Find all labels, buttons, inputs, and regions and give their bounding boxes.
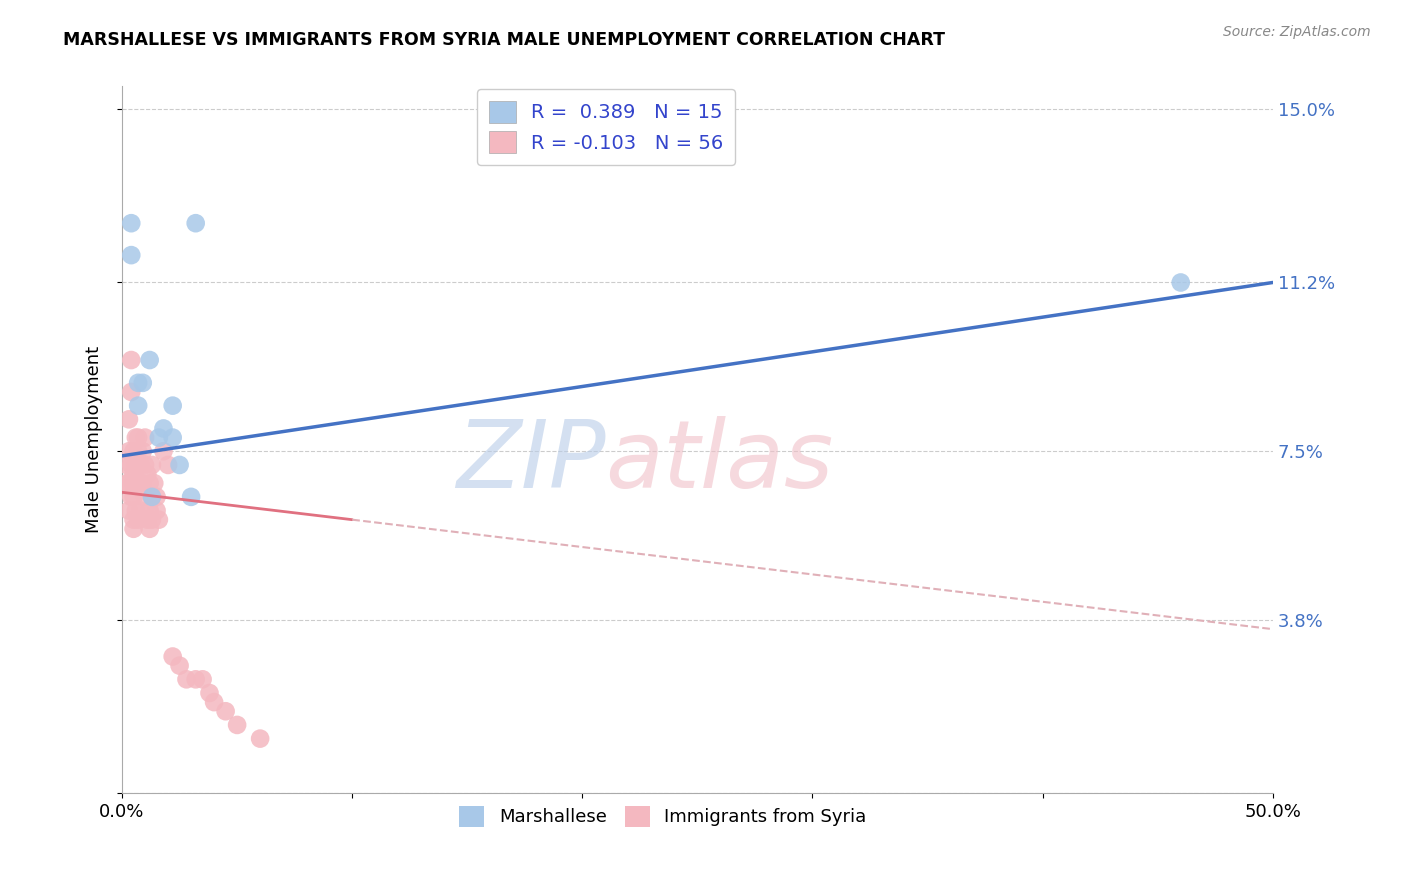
- Text: Source: ZipAtlas.com: Source: ZipAtlas.com: [1223, 25, 1371, 39]
- Point: [122, 467, 145, 481]
- Point: [198, 686, 221, 700]
- Point: [127, 399, 149, 413]
- Point: [115, 476, 138, 491]
- Point: [118, 412, 141, 426]
- Point: [143, 476, 166, 491]
- Point: [127, 431, 149, 445]
- Point: [120, 384, 142, 399]
- Point: [122, 444, 145, 458]
- Point: [141, 513, 163, 527]
- Point: [176, 673, 198, 687]
- Point: [148, 431, 170, 445]
- Point: [136, 513, 159, 527]
- Point: [162, 649, 184, 664]
- Point: [127, 376, 149, 390]
- Point: [162, 399, 184, 413]
- Point: [132, 444, 155, 458]
- Point: [162, 431, 184, 445]
- Point: [132, 476, 155, 491]
- Point: [134, 431, 156, 445]
- Point: [169, 658, 191, 673]
- Point: [152, 444, 174, 458]
- Point: [148, 513, 170, 527]
- Point: [125, 431, 148, 445]
- Point: [134, 490, 156, 504]
- Point: [125, 458, 148, 472]
- Point: [120, 248, 142, 262]
- Point: [115, 458, 138, 472]
- Point: [157, 458, 180, 472]
- Point: [145, 490, 167, 504]
- Point: [125, 476, 148, 491]
- Point: [127, 513, 149, 527]
- Point: [122, 513, 145, 527]
- Point: [141, 490, 163, 504]
- Point: [120, 216, 142, 230]
- Point: [118, 476, 141, 491]
- Point: [184, 673, 207, 687]
- Point: [122, 522, 145, 536]
- Point: [132, 376, 155, 390]
- Point: [120, 458, 142, 472]
- Text: ZIP: ZIP: [456, 416, 606, 507]
- Y-axis label: Male Unemployment: Male Unemployment: [86, 346, 103, 533]
- Point: [145, 503, 167, 517]
- Text: atlas: atlas: [606, 416, 834, 507]
- Point: [141, 458, 163, 472]
- Point: [180, 490, 202, 504]
- Point: [134, 458, 156, 472]
- Point: [138, 476, 160, 491]
- Point: [136, 467, 159, 481]
- Point: [129, 458, 152, 472]
- Point: [141, 490, 163, 504]
- Legend: Marshallese, Immigrants from Syria: Marshallese, Immigrants from Syria: [451, 798, 875, 834]
- Point: [184, 216, 207, 230]
- Point: [191, 673, 214, 687]
- Point: [249, 731, 271, 746]
- Point: [127, 444, 149, 458]
- Point: [118, 503, 141, 517]
- Point: [226, 718, 249, 732]
- Point: [169, 458, 191, 472]
- Point: [214, 704, 236, 718]
- Point: [122, 490, 145, 504]
- Point: [1170, 276, 1192, 290]
- Point: [152, 421, 174, 435]
- Point: [120, 490, 142, 504]
- Text: MARSHALLESE VS IMMIGRANTS FROM SYRIA MALE UNEMPLOYMENT CORRELATION CHART: MARSHALLESE VS IMMIGRANTS FROM SYRIA MAL…: [63, 31, 945, 49]
- Point: [202, 695, 225, 709]
- Point: [120, 353, 142, 368]
- Point: [138, 522, 160, 536]
- Point: [138, 503, 160, 517]
- Point: [138, 353, 160, 368]
- Point: [129, 503, 152, 517]
- Point: [122, 476, 145, 491]
- Point: [118, 444, 141, 458]
- Point: [127, 476, 149, 491]
- Point: [125, 503, 148, 517]
- Point: [129, 476, 152, 491]
